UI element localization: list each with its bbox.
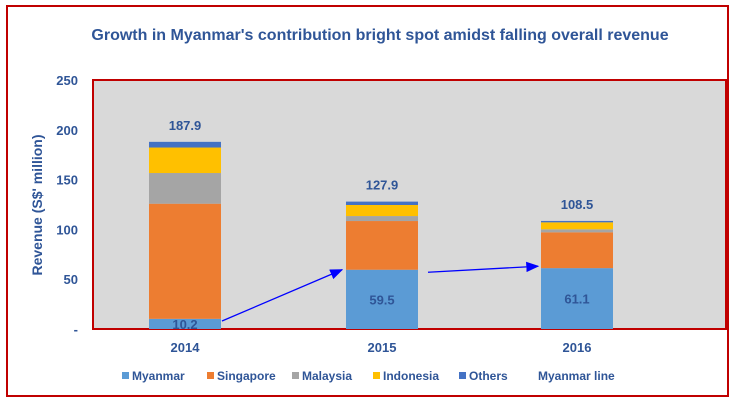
bar-segment-singapore-2014 <box>149 203 221 319</box>
y-tick-label: 50 <box>64 272 78 287</box>
y-tick-label: 150 <box>56 173 78 188</box>
myanmar-growth-arrow <box>427 261 540 273</box>
legend-label: Myanmar line <box>538 369 615 383</box>
bar-segment-malaysia-2015 <box>346 216 418 222</box>
legend-label: Myanmar <box>132 369 185 383</box>
bar-segment-indonesia-2015 <box>346 204 418 217</box>
total-label: 108.5 <box>561 197 594 212</box>
y-tick-label: 100 <box>56 222 78 237</box>
y-tick-label: 200 <box>56 123 78 138</box>
total-label: 187.9 <box>169 118 202 133</box>
x-tick-label: 2016 <box>563 340 592 355</box>
legend-label: Malaysia <box>302 369 352 383</box>
legend-swatch-singapore <box>207 372 214 379</box>
legend-swatch-indonesia <box>373 372 380 379</box>
bar-segment-malaysia-2016 <box>541 229 613 233</box>
bar-segment-singapore-2015 <box>346 221 418 270</box>
bar-segment-myanmar-2015 <box>346 269 418 329</box>
x-tick-label: 2014 <box>171 340 201 355</box>
legend-swatch-malaysia <box>292 372 299 379</box>
y-tick-label: - <box>74 322 78 337</box>
myanmar-data-label: 59.5 <box>369 292 394 307</box>
bar-segment-indonesia-2016 <box>541 222 613 230</box>
bar-segment-myanmar-2016 <box>541 268 613 329</box>
y-tick-label: 250 <box>56 73 78 88</box>
legend-swatch-others <box>459 372 466 379</box>
legend-label: Singapore <box>217 369 276 383</box>
x-tick-label: 2015 <box>368 340 397 355</box>
bar-segment-malaysia-2014 <box>149 173 221 204</box>
bar-segment-myanmar-2014 <box>149 318 221 329</box>
myanmar-growth-arrow <box>221 269 344 322</box>
bar-segment-indonesia-2014 <box>149 147 221 174</box>
bar-segment-others-2016 <box>541 220 613 223</box>
bar-segment-others-2015 <box>346 201 418 205</box>
y-axis-label: Revenue (S$' million) <box>29 134 45 275</box>
total-label: 127.9 <box>366 178 399 193</box>
chart-title: Growth in Myanmar's contribution bright … <box>91 27 668 44</box>
myanmar-data-label: 10.2 <box>172 317 197 332</box>
bar-segment-others-2014 <box>149 141 221 148</box>
bar-segment-singapore-2016 <box>541 232 613 269</box>
legend-swatch-myanmar <box>122 372 129 379</box>
legend-label: Others <box>469 369 508 383</box>
legend-label: Indonesia <box>383 369 439 383</box>
myanmar-data-label: 61.1 <box>564 292 589 307</box>
